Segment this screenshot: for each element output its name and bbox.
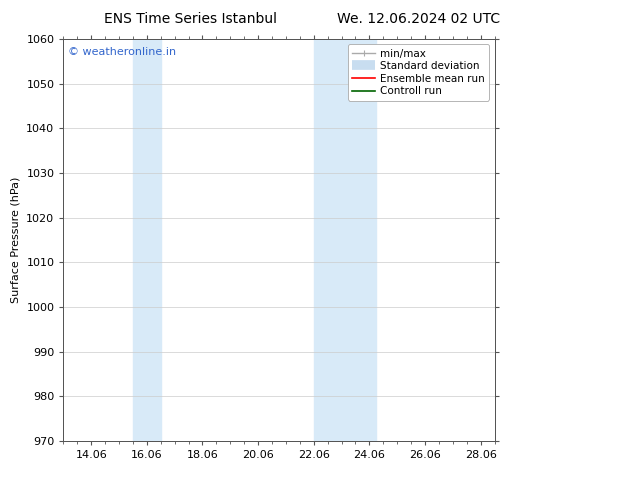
Y-axis label: Surface Pressure (hPa): Surface Pressure (hPa) [11,177,21,303]
Legend: min/max, Standard deviation, Ensemble mean run, Controll run: min/max, Standard deviation, Ensemble me… [348,45,489,100]
Text: © weatheronline.in: © weatheronline.in [68,47,176,57]
Text: ENS Time Series Istanbul: ENS Time Series Istanbul [104,12,276,26]
Bar [133,39,161,441]
Bar [314,39,377,441]
Text: We. 12.06.2024 02 UTC: We. 12.06.2024 02 UTC [337,12,500,26]
